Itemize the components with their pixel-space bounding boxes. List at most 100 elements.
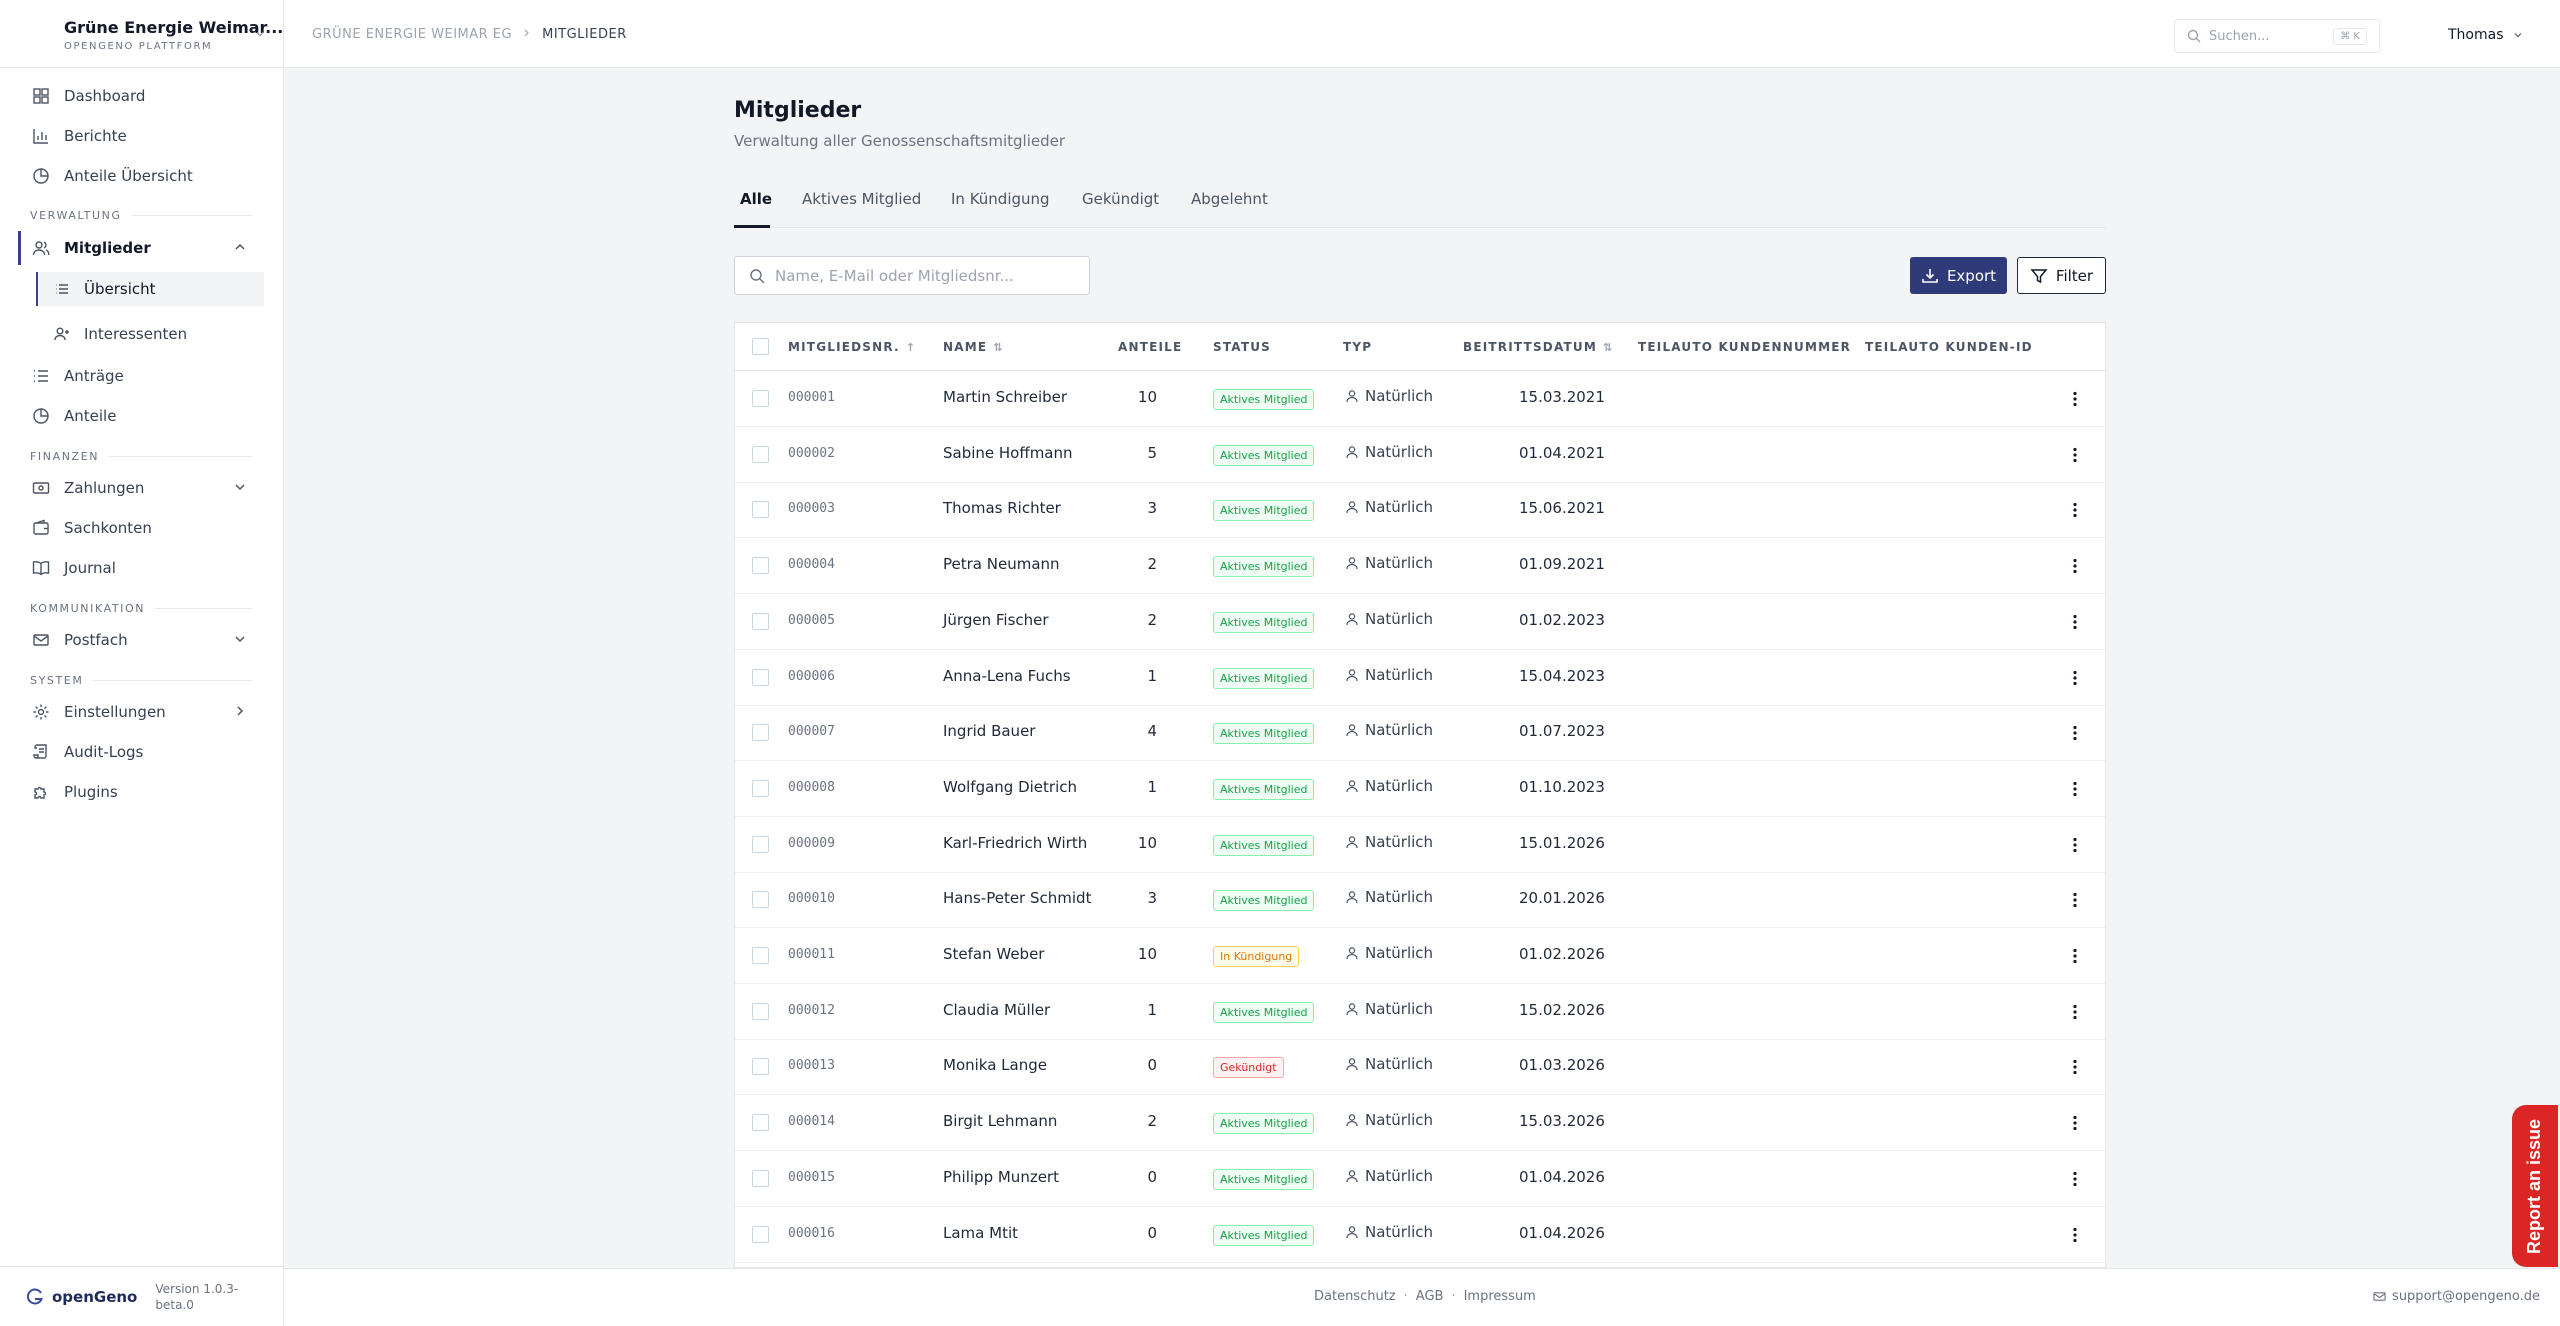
member-name[interactable]: Monika Lange — [943, 1056, 1047, 1075]
member-name[interactable]: Philipp Munzert — [943, 1167, 1059, 1186]
table-row[interactable]: 000003 Thomas Richter 3 Aktives Mitglied Nat… — [735, 482, 2105, 539]
member-number[interactable]: 000002 — [788, 445, 835, 461]
member-number[interactable]: 000013 — [788, 1058, 835, 1074]
row-checkbox[interactable] — [752, 724, 769, 742]
row-checkbox[interactable] — [752, 390, 769, 407]
table-row[interactable]: 000010 Hans-Peter Schmidt 3 Aktives Mitglie… — [735, 872, 2105, 929]
row-checkbox[interactable] — [752, 891, 769, 909]
select-all-checkbox[interactable] — [752, 338, 769, 355]
table-row[interactable]: 000007 Ingrid Bauer 4 Aktives Mitglied Natür… — [735, 705, 2105, 762]
row-checkbox[interactable] — [752, 1002, 769, 1020]
column-status[interactable]: STATUS — [1213, 340, 1272, 354]
member-name[interactable]: Anna-Lena Fuchs — [943, 666, 1071, 685]
row-checkbox[interactable] — [752, 501, 769, 519]
table-row[interactable]: 000008 Wolfgang Dietrich 1 Aktives Mitglied… — [735, 761, 2105, 817]
nav-dashboard[interactable]: Dashboard — [16, 79, 268, 113]
table-row[interactable]: 000014 Birgit Lehmann 2 Aktives Mitglied Nat… — [735, 1095, 2105, 1152]
table-row[interactable]: 000006 Anna-Lena Fuchs 1 Aktives Mitglied Na… — [735, 650, 2105, 706]
table-row[interactable]: 000013 Monika Lange 0 Gekündigt Natürlich 01.… — [735, 1039, 2105, 1096]
link-datenschutz[interactable]: Datenschutz — [1314, 1289, 1396, 1304]
row-checkbox[interactable] — [752, 445, 769, 463]
nav-mitglieder[interactable]: Mitglieder — [16, 231, 268, 265]
tab-in-kuendigung[interactable]: In Kündigung — [951, 190, 1050, 208]
table-row[interactable]: 000004 Petra Neumann 2 Aktives Mitglied Natü… — [735, 538, 2105, 595]
more-vertical-icon[interactable] — [2065, 389, 2085, 409]
member-name[interactable]: Petra Neumann — [943, 555, 1060, 574]
nav-zahlungen[interactable]: Zahlungen — [16, 471, 268, 505]
member-number[interactable]: 000006 — [788, 668, 835, 684]
tab-alle[interactable]: Alle — [740, 190, 773, 208]
member-name[interactable]: Wolfgang Dietrich — [943, 777, 1078, 796]
nav-interessenten[interactable]: Interessenten — [38, 317, 264, 351]
table-row[interactable]: 000016 Lama Mtit 0 Aktives Mitglied Natürlic… — [735, 1207, 2105, 1263]
table-row[interactable]: 000011 Stefan Weber 10 In Kündigung Natürlic… — [735, 928, 2105, 984]
member-number[interactable]: 000010 — [788, 891, 835, 907]
member-number[interactable]: 000003 — [788, 501, 835, 517]
more-vertical-icon[interactable] — [2065, 779, 2085, 799]
nav-berichte[interactable]: Berichte — [16, 119, 268, 153]
table-row[interactable]: 000012 Claudia Müller 1 Aktives Mitglied Nat… — [735, 984, 2105, 1040]
member-number[interactable]: 000012 — [788, 1002, 835, 1018]
nav-plugins[interactable]: Plugins — [16, 775, 268, 809]
table-row[interactable]: 000001 Martin Schreiber 10 Aktives Mitglied… — [735, 371, 2105, 427]
member-number[interactable]: 000001 — [788, 390, 835, 405]
table-row[interactable]: 000015 Philipp Munzert 0 Aktives Mitglied Na… — [735, 1151, 2105, 1207]
nav-einstellungen[interactable]: Einstellungen — [16, 695, 268, 729]
member-name[interactable]: Jürgen Fischer — [943, 610, 1049, 629]
nav-uebersicht[interactable]: Übersicht — [38, 272, 264, 306]
table-row[interactable]: 000009 Karl-Friedrich Wirth 10 Aktives Mitg… — [735, 817, 2105, 873]
more-vertical-icon[interactable] — [2065, 890, 2085, 910]
table-row[interactable]: 000005 Jürgen Fischer 2 Aktives Mitglied Nat… — [735, 594, 2105, 650]
member-name[interactable]: Stefan Weber — [943, 945, 1045, 963]
link-agb[interactable]: AGB — [1415, 1289, 1444, 1304]
member-name[interactable]: Ingrid Bauer — [943, 722, 1036, 741]
member-name[interactable]: Lama Mtit — [943, 1223, 1018, 1242]
org-switcher[interactable]: Grüne Energie Weimar... OPENGENO PLATTFO… — [0, 0, 284, 68]
column-mitgliedsnr[interactable]: MITGLIEDSNR. ↑ — [788, 340, 915, 354]
member-number[interactable]: 000016 — [788, 1225, 835, 1241]
member-name[interactable]: Hans-Peter Schmidt — [943, 889, 1092, 908]
column-name[interactable]: NAME ⇅ — [943, 340, 1003, 354]
member-search-input[interactable]: Name, E-Mail oder Mitgliedsnr... — [734, 256, 1090, 295]
more-vertical-icon[interactable] — [2065, 612, 2085, 632]
row-checkbox[interactable] — [752, 612, 769, 630]
more-vertical-icon[interactable] — [2065, 445, 2085, 465]
more-vertical-icon[interactable] — [2065, 1002, 2085, 1022]
more-vertical-icon[interactable] — [2065, 1113, 2085, 1133]
support-link[interactable]: support@opengeno.de — [2373, 1289, 2540, 1304]
more-vertical-icon[interactable] — [2065, 1169, 2085, 1189]
more-vertical-icon[interactable] — [2065, 668, 2085, 688]
tab-abgelehnt[interactable]: Abgelehnt — [1191, 190, 1268, 208]
column-teilauto-kunden-id[interactable]: TEILAUTO KUNDEN-ID — [1865, 340, 2033, 354]
member-name[interactable]: Thomas Richter — [943, 499, 1061, 518]
nav-audit-logs[interactable]: Audit-Logs — [16, 735, 268, 769]
member-name[interactable]: Karl-Friedrich Wirth — [943, 833, 1088, 852]
row-checkbox[interactable] — [752, 1225, 769, 1243]
more-vertical-icon[interactable] — [2065, 723, 2085, 743]
member-number[interactable]: 000011 — [788, 947, 835, 962]
more-vertical-icon[interactable] — [2065, 1225, 2085, 1245]
member-name[interactable]: Claudia Müller — [943, 1000, 1051, 1019]
more-vertical-icon[interactable] — [2065, 556, 2085, 576]
table-row[interactable]: 000002 Sabine Hoffmann 5 Aktives Mitglied Na… — [735, 427, 2105, 483]
row-checkbox[interactable] — [752, 668, 769, 686]
row-checkbox[interactable] — [752, 779, 769, 797]
column-typ[interactable]: TYP — [1343, 340, 1373, 354]
row-checkbox[interactable] — [752, 1114, 769, 1132]
member-number[interactable]: 000009 — [788, 835, 835, 851]
member-number[interactable]: 000004 — [788, 557, 835, 573]
row-checkbox[interactable] — [752, 835, 769, 853]
nav-journal[interactable]: Journal — [16, 551, 268, 585]
row-checkbox[interactable] — [752, 947, 769, 964]
report-issue-button[interactable]: Report an issue — [2512, 1105, 2558, 1267]
nav-anteile[interactable]: Anteile — [16, 399, 268, 433]
global-search-input[interactable]: Suchen... ⌘ K — [2174, 19, 2380, 53]
column-beitrittsdatum[interactable]: BEITRITTSDATUM ⇅ — [1463, 340, 1612, 354]
more-vertical-icon[interactable] — [2065, 500, 2085, 520]
tab-gekuendigt[interactable]: Gekündigt — [1082, 190, 1160, 208]
breadcrumb-org[interactable]: GRÜNE ENERGIE WEIMAR EG — [312, 27, 513, 42]
member-name[interactable]: Sabine Hoffmann — [943, 443, 1073, 462]
nav-postfach[interactable]: Postfach — [16, 623, 268, 657]
nav-sachkonten[interactable]: Sachkonten — [16, 511, 268, 545]
column-anteile[interactable]: ANTEILE — [1118, 340, 1183, 354]
